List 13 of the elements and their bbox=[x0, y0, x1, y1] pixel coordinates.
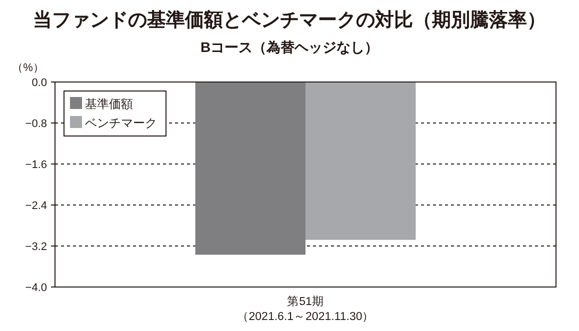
y-tick-label: 0.0 bbox=[32, 77, 47, 89]
x-tick-label: 第51期 bbox=[287, 295, 324, 308]
legend-label: ベンチマーク bbox=[85, 116, 157, 130]
y-axis-title: （%） bbox=[12, 62, 44, 74]
chart-title: 当ファンドの基準価額とベンチマークの対比（期別騰落率） bbox=[33, 9, 546, 31]
y-tick-label: −1.6 bbox=[25, 159, 47, 171]
y-tick-label: −3.2 bbox=[25, 241, 47, 253]
text: （2021.6.1～2021.11.30） bbox=[236, 311, 374, 323]
chart-subtitle: Bコース（為替ヘッジなし） bbox=[200, 39, 379, 55]
y-tick-label: −4.0 bbox=[25, 282, 47, 294]
legend-label: 基準価額 bbox=[85, 97, 133, 111]
y-tick-label: −2.4 bbox=[25, 200, 47, 212]
y-tick-label: −0.8 bbox=[25, 118, 47, 130]
